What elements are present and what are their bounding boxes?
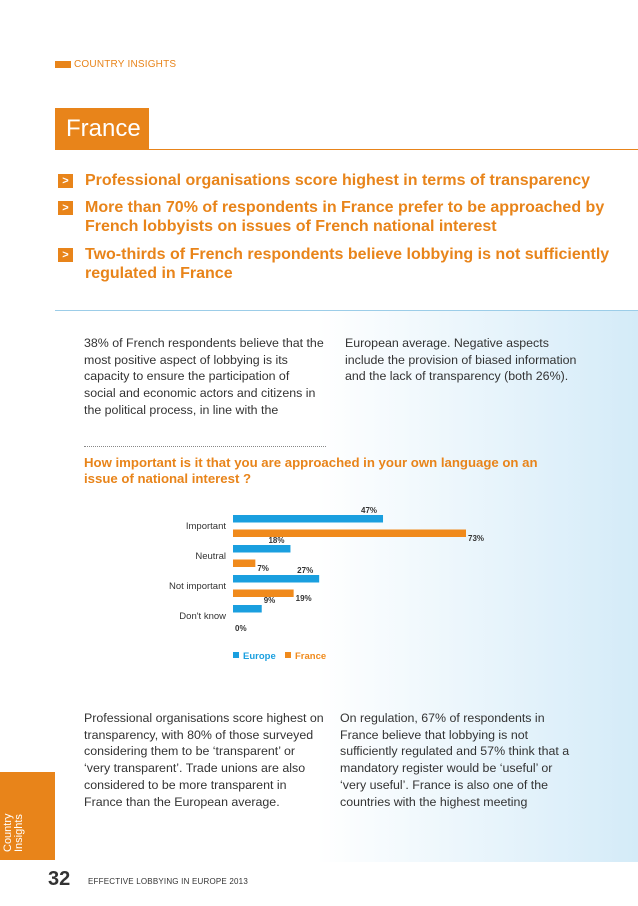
intro-left-paragraph: 38% of French respondents believe that t… <box>84 336 324 417</box>
data-label-france: 7% <box>257 564 269 573</box>
intro-right-paragraph: European average. Negative aspects inclu… <box>345 336 577 384</box>
sidebar-line-2: Insights <box>13 814 25 852</box>
body-left-paragraph: Professional organisations score highest… <box>84 711 324 809</box>
headline-text: Two-thirds of French respondents believe… <box>85 246 610 282</box>
chart-title: How important is it that you are approac… <box>84 455 538 486</box>
content-panel <box>55 310 638 862</box>
category-label: Important <box>186 521 226 532</box>
legend-swatch-france <box>285 652 291 658</box>
bar-france <box>233 559 256 567</box>
legend-swatch-europe <box>233 652 239 658</box>
page-number: 32 <box>48 868 71 890</box>
body-right-paragraph: On regulation, 67% of respondents in Fra… <box>340 711 570 809</box>
title-rule <box>149 149 638 150</box>
data-label-europe: 47% <box>361 506 377 515</box>
bar-europe <box>233 545 291 553</box>
headline-text: Professional organisations score highest… <box>85 172 591 189</box>
data-label-europe: 27% <box>297 566 313 575</box>
section-label-text: COUNTRY INSIGHTS <box>74 59 177 70</box>
data-label-france: 19% <box>296 594 312 603</box>
section-label: COUNTRY INSIGHTS <box>55 59 176 70</box>
legend-label-europe: Europe <box>243 651 276 662</box>
sidebar-tab <box>0 772 55 860</box>
dotted-divider <box>84 446 326 447</box>
bar-france <box>233 589 294 597</box>
footer-title: EFFECTIVE LOBBYING IN EUROPE 2013 <box>88 877 248 886</box>
headline-text: More than 70% of respondents in France p… <box>85 199 605 235</box>
sidebar-tab-label: Country Insights <box>2 782 25 852</box>
data-label-europe: 9% <box>264 596 276 605</box>
legend-label-france: France <box>295 651 326 662</box>
category-label: Don't know <box>179 611 226 622</box>
section-marker <box>55 61 71 68</box>
country-title: France <box>55 108 149 150</box>
headline-2: > More than 70% of respondents in France… <box>58 198 618 236</box>
bar-france <box>233 529 466 537</box>
data-label-europe: 18% <box>268 536 284 545</box>
headline-1: > Professional organisations score highe… <box>58 171 618 190</box>
bar-europe <box>233 575 320 583</box>
data-label-france: 0% <box>235 624 247 633</box>
headline-3: > Two-thirds of French respondents belie… <box>58 245 618 283</box>
chevron-right-icon: > <box>58 174 73 188</box>
bar-europe <box>233 515 384 523</box>
bar-europe <box>233 605 262 613</box>
data-label-france: 73% <box>468 534 484 543</box>
category-label: Not important <box>169 581 226 592</box>
category-label: Neutral <box>195 551 226 562</box>
chevron-right-icon: > <box>58 248 73 262</box>
panel-rule <box>55 310 638 311</box>
chevron-right-icon: > <box>58 201 73 215</box>
